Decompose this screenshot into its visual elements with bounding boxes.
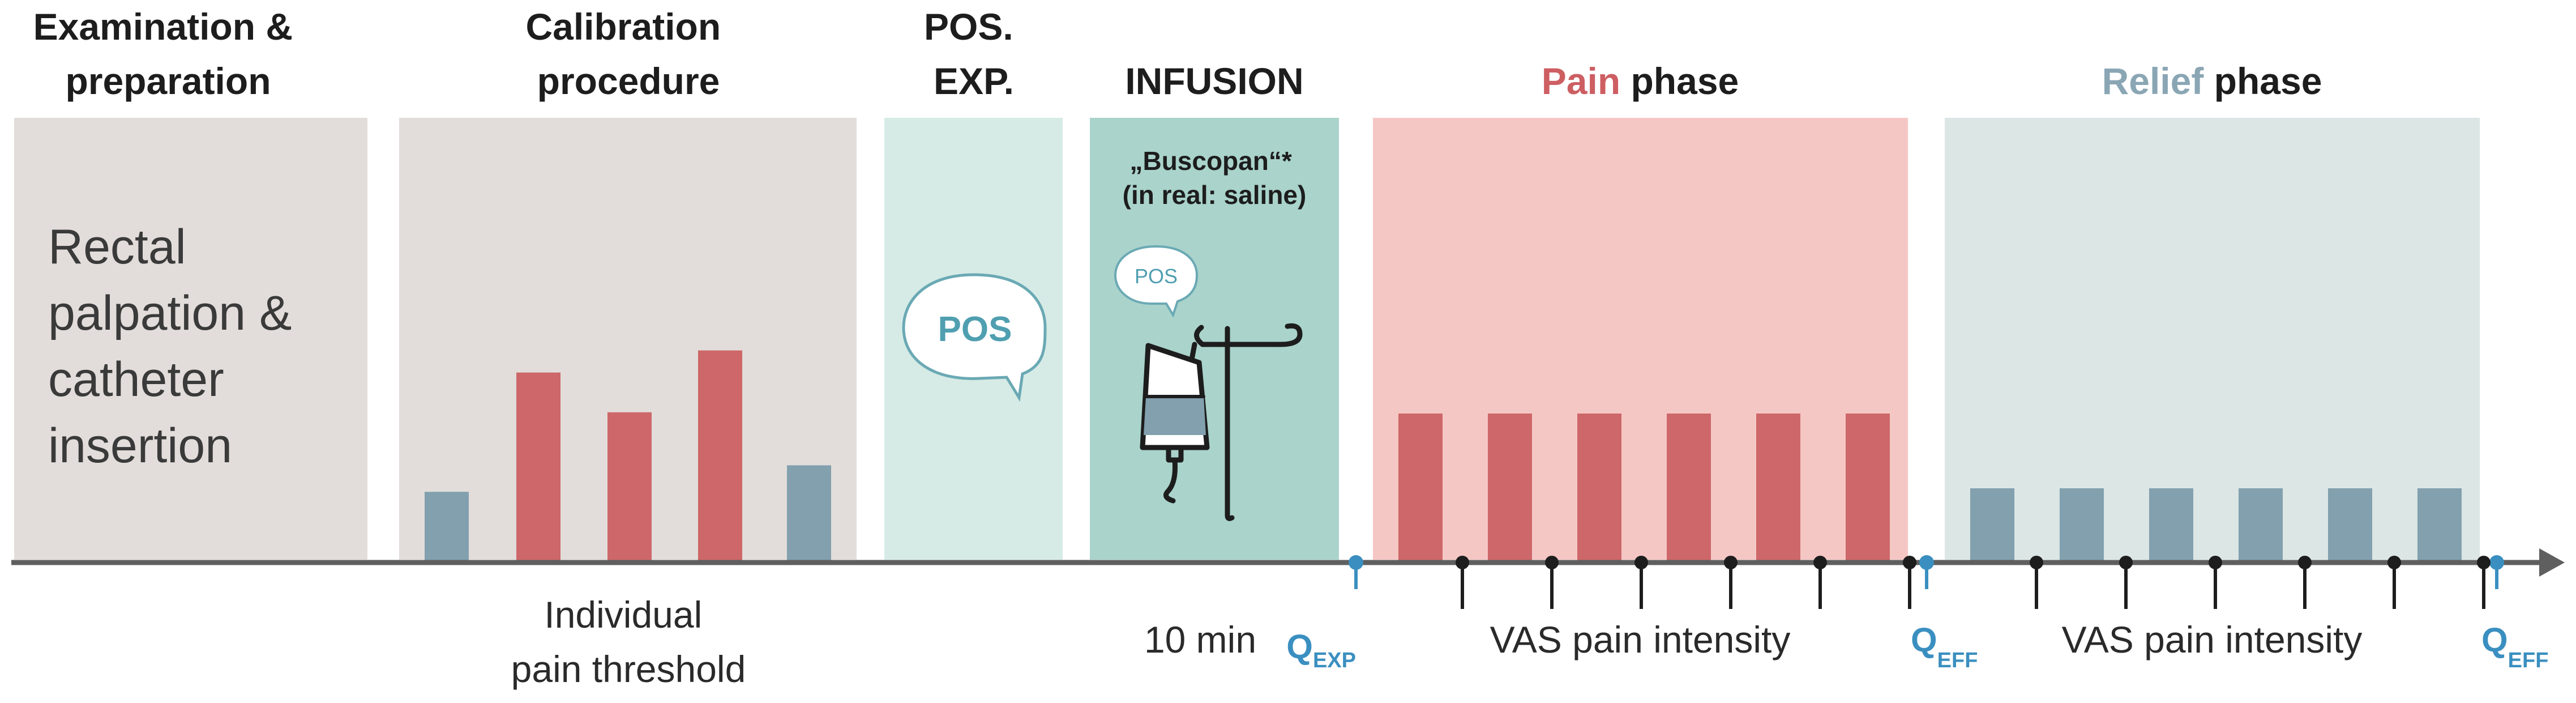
marker-q-eff-1-main: Q <box>1911 621 1937 659</box>
pain-bar-1 <box>1398 414 1443 563</box>
relief-phase-panel <box>1945 118 2480 560</box>
infusion-note-line-1: „Buscopan“* <box>1129 146 1291 176</box>
exam-body-line-4: insertion <box>48 419 232 473</box>
relief-bar-4 <box>2239 488 2283 563</box>
exam-phase-panel <box>14 118 367 560</box>
infusion-pos-bubble: POS <box>1114 245 1199 318</box>
pain-vas-ticks <box>1456 556 1916 609</box>
pain-phase-bars <box>1398 414 1890 563</box>
calibration-bar-5 <box>787 465 831 563</box>
exam-body-text: Rectal palpation & catheter insertion <box>48 220 305 473</box>
pain-bar-2 <box>1488 414 1532 563</box>
infusion-bag-icon <box>1140 323 1303 521</box>
relief-vas-tick-dot-1 <box>2030 556 2043 569</box>
infusion-note-line-2: (in real: saline) <box>1123 180 1307 210</box>
pain-vas-tick-dot-5 <box>1813 556 1827 569</box>
pain-title-colored: Pain <box>1542 60 1620 102</box>
pos-exp-title-line-1: POS. <box>924 6 1013 48</box>
exam-title-line-1: Examination & <box>33 6 293 48</box>
calibration-bars <box>425 350 831 563</box>
pos-speech-bubble: POS <box>902 273 1047 402</box>
calibration-bar-2 <box>516 372 560 563</box>
relief-bar-5 <box>2328 488 2372 563</box>
relief-bar-3 <box>2149 488 2193 563</box>
calibration-below-line-1: Individual <box>544 594 702 636</box>
marker-q-eff-1: QEFF <box>1911 555 1978 672</box>
marker-q-eff-2-label: QEFF <box>2481 621 2548 672</box>
exam-title-line-2: preparation <box>65 60 271 102</box>
marker-q-eff-1-dot <box>1919 555 1934 570</box>
pain-bar-3 <box>1577 414 1621 563</box>
pain-phase-panel <box>1373 118 1908 560</box>
relief-vas-tick-dot-2 <box>2119 556 2133 569</box>
calibration-bar-4 <box>698 350 742 563</box>
calibration-phase-title: Calibration procedure <box>525 6 731 102</box>
infusion-phase-title: INFUSION <box>1125 60 1303 102</box>
pos-bubble-text: POS <box>938 310 1012 349</box>
iv-tube <box>1163 457 1178 504</box>
infusion-duration-label: 10 min <box>1144 619 1256 661</box>
marker-q-exp-dot <box>1349 555 1363 570</box>
calibration-title-line-2: procedure <box>537 60 720 102</box>
calibration-below-line-2: pain threshold <box>511 648 746 690</box>
relief-title-rest: phase <box>2203 60 2322 102</box>
pain-title-rest: phase <box>1620 60 1739 102</box>
marker-q-eff-1-label: QEFF <box>1911 621 1978 672</box>
exam-body-line-3: catheter <box>48 352 224 407</box>
infusion-bubble-text: POS <box>1135 265 1178 288</box>
pos-exp-phase-title: POS. EXP. <box>924 6 1024 102</box>
calibration-title-line-1: Calibration <box>525 6 721 48</box>
relief-vas-label: VAS pain intensity <box>2062 619 2363 661</box>
pain-vas-tick-dot-2 <box>1545 556 1559 569</box>
relief-title-colored: Relief <box>2102 60 2205 102</box>
pain-vas-tick-dot-6 <box>1903 556 1916 569</box>
relief-bar-1 <box>1970 488 2014 563</box>
infusion-note: „Buscopan“* (in real: saline) <box>1123 146 1307 210</box>
pain-bar-4 <box>1667 414 1711 563</box>
exam-body-line-1: Rectal <box>48 220 186 274</box>
marker-q-eff-2: QEFF <box>2481 555 2548 672</box>
relief-vas-tick-dot-4 <box>2298 556 2312 569</box>
marker-q-exp-label: QEXP <box>1286 628 1356 672</box>
iv-pole <box>1225 326 1235 521</box>
marker-q-exp: QEXP <box>1286 555 1363 672</box>
calibration-below-label: Individual pain threshold <box>511 594 746 690</box>
relief-phase-bars <box>1970 488 2462 563</box>
pain-vas-tick-dot-4 <box>1724 556 1738 569</box>
timeline-arrowhead <box>2539 548 2565 577</box>
relief-bar-2 <box>2060 488 2104 563</box>
relief-bar-6 <box>2417 488 2462 563</box>
pain-phase-title: Pain phase <box>1542 60 1739 102</box>
iv-bag-fluid <box>1144 397 1206 435</box>
calibration-bar-3 <box>607 412 652 563</box>
calibration-bar-1 <box>425 492 469 563</box>
marker-q-exp-main: Q <box>1286 628 1313 666</box>
marker-q-eff-2-dot <box>2489 555 2504 570</box>
relief-vas-tick-dot-5 <box>2387 556 2401 569</box>
relief-phase-title: Relief phase <box>2102 60 2322 102</box>
pain-bar-5 <box>1756 414 1800 563</box>
pos-exp-title-line-2: EXP. <box>934 60 1014 102</box>
pain-vas-tick-dot-3 <box>1634 556 1648 569</box>
pain-vas-label: VAS pain intensity <box>1490 619 1791 661</box>
marker-q-eff-2-sub: EFF <box>2508 649 2549 672</box>
relief-vas-ticks <box>2030 556 2491 609</box>
pos-bubble-shape <box>902 273 1047 402</box>
relief-vas-tick-dot-3 <box>2209 556 2222 569</box>
exam-phase-title: Examination & preparation <box>33 6 303 102</box>
marker-q-exp-sub: EXP <box>1313 649 1356 672</box>
pain-vas-tick-dot-1 <box>1456 556 1469 569</box>
iv-right-hook <box>1278 323 1303 347</box>
pain-bar-6 <box>1846 414 1890 563</box>
iv-left-hook <box>1194 325 1205 347</box>
relief-vas-tick-dot-6 <box>2477 556 2491 569</box>
marker-q-eff-1-sub: EFF <box>1937 649 1978 672</box>
exam-body-line-2: palpation & <box>48 286 292 340</box>
infusion-bubble-shape <box>1114 245 1199 318</box>
infusion-title-line-1: INFUSION <box>1125 60 1303 102</box>
marker-q-eff-2-main: Q <box>2481 621 2508 659</box>
